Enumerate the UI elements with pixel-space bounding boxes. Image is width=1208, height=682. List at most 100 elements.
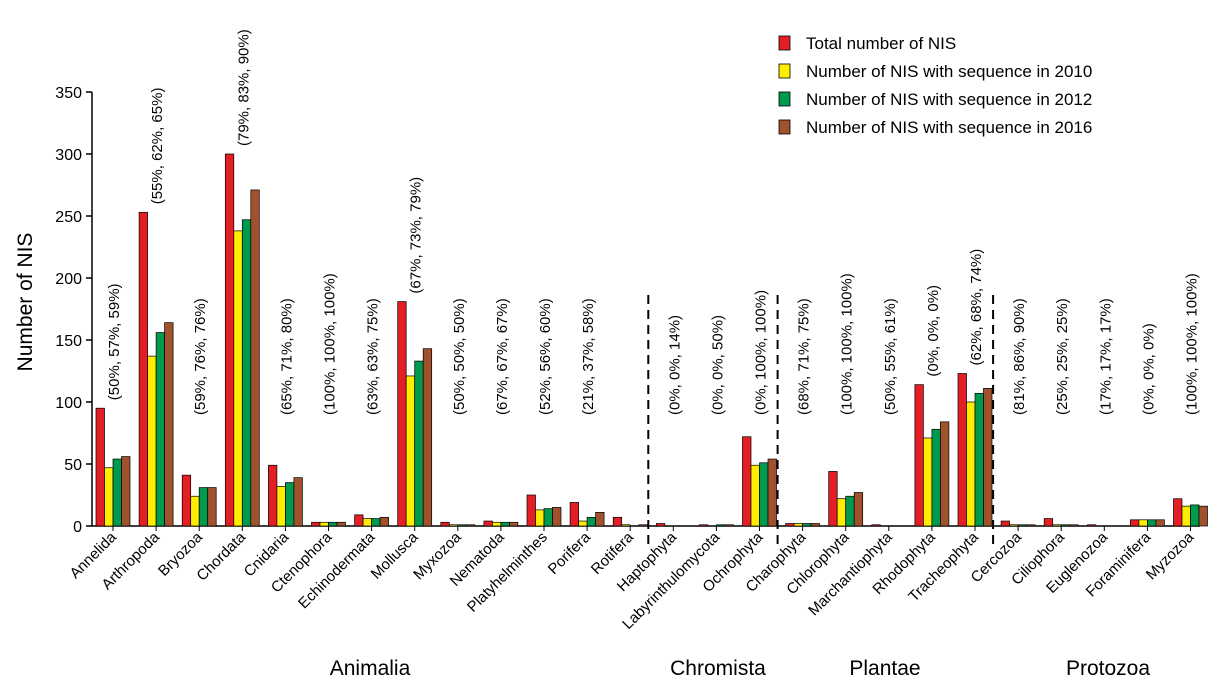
bar-marchantiophyta-series-1 <box>871 524 881 527</box>
bar-porifera-series-4 <box>595 512 605 527</box>
percentage-annotation: (68%, 71%, 75%) <box>796 298 813 415</box>
bar-myxozoa-series-2 <box>448 524 459 527</box>
bar-mollusca-series-4 <box>422 348 433 527</box>
bar-rhodophyta-series-3 <box>931 428 941 527</box>
y-tick-label: 350 <box>55 85 82 102</box>
bar-mollusca-series-3 <box>414 360 424 527</box>
percentage-annotation: (50%, 57%, 59%) <box>106 283 123 400</box>
bar-arthropoda-series-4 <box>164 322 174 527</box>
percentage-annotation: (0%, 0%, 50%) <box>709 315 726 415</box>
percentage-annotation: (0%, 0%, 0%) <box>925 285 942 377</box>
bar-nematoda-series-2 <box>492 521 502 527</box>
bar-chlorophyta-series-3 <box>845 495 855 527</box>
bar-labyrinthulomycota-series-1 <box>699 524 709 527</box>
bar-ciliophora-series-1 <box>1043 518 1054 527</box>
bar-charophyta-series-2 <box>793 523 803 527</box>
bar-mollusca-series-1 <box>397 301 407 527</box>
bar-foraminifera-series-3 <box>1147 519 1157 527</box>
percentage-annotation: (50%, 55%, 61%) <box>882 298 899 415</box>
x-tick-label: Myzozoa <box>1143 528 1198 583</box>
percentage-annotation: (52%, 56%, 60%) <box>537 298 554 415</box>
percentage-annotation: (67%, 67%, 67%) <box>494 298 511 415</box>
bar-cercozoa-series-2 <box>1009 524 1019 527</box>
bar-cercozoa-series-3 <box>1017 524 1027 527</box>
percentage-annotation: (0%, 0%, 14%) <box>666 315 683 415</box>
legend-swatch <box>778 35 791 51</box>
y-axis-label: Number of NIS <box>14 233 37 372</box>
bar-ciliophora-series-2 <box>1052 524 1062 527</box>
bar-arthropoda-series-2 <box>147 355 157 527</box>
bar-rotifera-series-1 <box>612 516 623 527</box>
bar-rotifera-series-4 <box>638 524 648 527</box>
bar-cercozoa-series-1 <box>1000 520 1010 527</box>
bar-cercozoa-series-4 <box>1026 524 1036 527</box>
bar-ochrophyta-series-2 <box>750 464 760 527</box>
percentage-annotation: (81%, 86%, 90%) <box>1011 298 1028 415</box>
legend-entry: Number of NIS with sequence in 2016 <box>806 118 1092 137</box>
bar-tracheophyta-series-4 <box>983 388 993 527</box>
bar-cnidaria-series-4 <box>293 477 303 527</box>
bar-ochrophyta-series-1 <box>742 436 752 527</box>
bar-platyhelminthes-series-2 <box>535 509 545 527</box>
bar-myzozoa-series-4 <box>1198 505 1208 527</box>
kingdom-dividers <box>647 295 995 545</box>
percentage-annotation: (63%, 63%, 75%) <box>365 298 382 415</box>
bar-bryozoa-series-2 <box>190 495 200 527</box>
bar-myzozoa-series-2 <box>1181 505 1191 527</box>
percentage-annotation: (50%, 50%, 50%) <box>451 298 468 415</box>
bar-haptophyta-series-1 <box>655 523 666 527</box>
y-tick-label: 200 <box>55 271 82 288</box>
y-tick-label: 0 <box>73 519 82 536</box>
bar-ctenophora-series-2 <box>319 521 329 527</box>
bar-annelida-series-1 <box>95 407 105 527</box>
bar-nematoda-series-1 <box>483 520 493 527</box>
category-labels: AnnelidaArthropodaBryozoaChordataCnidari… <box>67 526 1198 633</box>
bar-rhodophyta-series-2 <box>923 437 933 527</box>
legend-swatch <box>778 91 791 107</box>
bar-bryozoa-series-4 <box>207 487 217 527</box>
bar-chordata-series-3 <box>241 219 252 527</box>
bar-chordata-series-4 <box>250 189 260 527</box>
bar-rotifera-series-2 <box>621 524 631 527</box>
percentage-annotation: (21%, 37%, 58%) <box>580 298 597 415</box>
bar-ctenophora-series-3 <box>328 521 338 527</box>
bar-labyrinthulomycota-series-3 <box>716 524 726 527</box>
percentage-annotation: (0%, 100%, 100%) <box>753 290 770 415</box>
percentage-annotation: (59%, 76%, 76%) <box>192 298 209 415</box>
bar-myxozoa-series-4 <box>465 524 476 527</box>
bar-bryozoa-series-3 <box>198 487 209 527</box>
bar-euglenozoa-series-1 <box>1086 524 1097 527</box>
bar-cnidaria-series-1 <box>268 464 278 527</box>
bar-myxozoa-series-1 <box>440 521 450 527</box>
percentage-annotation: (100%, 100%, 100%) <box>839 273 856 415</box>
bar-nematoda-series-4 <box>509 521 519 527</box>
legend: Total number of NIS Number of NIS with se… <box>778 34 1092 137</box>
bar-platyhelminthes-series-4 <box>552 507 562 527</box>
bar-labyrinthulomycota-series-4 <box>724 524 734 527</box>
bar-porifera-series-1 <box>569 502 579 527</box>
kingdom-label-chromista: Chromista <box>670 657 766 680</box>
bar-charophyta-series-4 <box>810 523 820 527</box>
bar-arthropoda-series-3 <box>155 332 165 527</box>
y-tick-label: 150 <box>55 333 82 350</box>
bars <box>95 153 1208 527</box>
kingdom-label-animalia: Animalia <box>330 657 411 680</box>
bar-ochrophyta-series-4 <box>767 458 777 527</box>
bar-echinodermata-series-1 <box>354 514 364 527</box>
bar-myxozoa-series-3 <box>457 524 467 527</box>
y-tick-label: 250 <box>55 209 82 226</box>
bar-rhodophyta-series-4 <box>940 421 950 527</box>
bar-tracheophyta-series-3 <box>974 392 984 527</box>
kingdom-labels: Animalia Chromista Plantae Protozoa <box>330 657 1151 680</box>
bar-myzozoa-series-3 <box>1190 504 1200 527</box>
bar-chordata-series-2 <box>233 230 243 527</box>
percentage-annotation: (62%, 68%, 74%) <box>968 249 985 366</box>
legend-entry: Number of NIS with sequence in 2010 <box>806 62 1092 81</box>
bar-annelida-series-4 <box>121 456 131 527</box>
bar-ciliophora-series-3 <box>1060 524 1071 527</box>
bar-charophyta-series-1 <box>785 523 795 527</box>
bar-nematoda-series-3 <box>500 521 510 527</box>
bar-ochrophyta-series-3 <box>759 462 769 527</box>
bar-annelida-series-2 <box>104 467 114 527</box>
